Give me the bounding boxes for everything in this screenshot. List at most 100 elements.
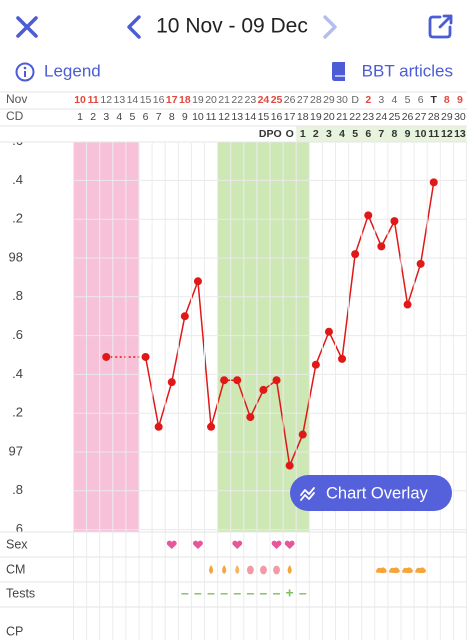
temperature-point (141, 352, 150, 361)
test-result: – (207, 585, 215, 601)
dpo-cell (361, 126, 375, 142)
cycle-day-label: 21 (336, 111, 348, 123)
cycle-day-label: 28 (428, 111, 440, 123)
dpo-label: 5 (352, 128, 358, 140)
date-label: 3 (378, 94, 384, 106)
date-label: 14 (127, 94, 139, 106)
cm-egg (246, 565, 254, 575)
cycle-day-label: 7 (156, 111, 162, 123)
sex-heart (193, 540, 203, 549)
cm-blob (415, 567, 427, 574)
date-label: T (431, 94, 438, 106)
legend-label: Legend (44, 61, 101, 80)
cycle-day-label: 4 (116, 111, 122, 123)
date-label: 4 (392, 94, 398, 106)
sex-heart (232, 540, 243, 549)
test-result: – (273, 585, 281, 601)
cycle-day-label: 24 (376, 111, 388, 123)
cycle-day-label: 29 (441, 111, 453, 123)
cycle-day-label: 16 (271, 111, 283, 123)
cycle-day-label: 26 (402, 111, 414, 123)
sex-heart (284, 540, 295, 549)
cm-drop (287, 565, 292, 574)
temperature-point (233, 376, 242, 385)
temperature-point (338, 354, 347, 363)
temperature-point (298, 430, 307, 439)
date-label: 16 (153, 94, 165, 106)
dpo-cell (453, 126, 467, 142)
dpo-label: 4 (339, 128, 345, 140)
y-tick-label: .4 (12, 172, 23, 187)
y-tick-label: .4 (12, 366, 23, 381)
dpo-cell (335, 126, 349, 142)
cycle-day-label: 10 (192, 111, 204, 123)
cycle-day-label: 8 (169, 111, 175, 123)
temperature-point (180, 312, 189, 321)
cm-blob (375, 567, 387, 574)
close-button[interactable] (16, 16, 38, 38)
dpo-label: 10 (415, 128, 427, 140)
dpo-cell (309, 126, 323, 142)
y-tick-label: 98 (9, 249, 23, 264)
dpo-row-label: DPO (259, 128, 282, 140)
dpo-label: 1 (300, 128, 306, 140)
cycle-day-label: 9 (182, 111, 188, 123)
cycle-day-label: 13 (231, 111, 243, 123)
date-label: 25 (271, 94, 283, 106)
test-result: – (220, 585, 228, 601)
dpo-cell (374, 126, 388, 142)
cycle-day-label: 1 (77, 111, 83, 123)
dpo-label: 6 (365, 128, 371, 140)
previous-button[interactable] (127, 15, 141, 39)
dpo-cell (387, 126, 401, 142)
dpo-label: 2 (313, 128, 319, 140)
cycle-day-label: 25 (389, 111, 401, 123)
sex-heart (166, 540, 177, 549)
test-result: – (181, 585, 189, 601)
articles-link[interactable]: BBT articles (332, 61, 453, 81)
cm-drop (209, 565, 214, 574)
button-background (290, 475, 452, 511)
date-label: 12 (100, 94, 112, 106)
button-icon (300, 487, 315, 496)
date-label: 10 (74, 94, 86, 106)
temperature-point (390, 217, 399, 226)
cycle-day-label: 18 (297, 111, 309, 123)
date-label: 2 (365, 94, 371, 106)
test-result: + (286, 585, 294, 601)
dpo-cell (322, 126, 336, 142)
y-tick-label: .6 (12, 133, 23, 148)
row-label: CP (6, 624, 23, 638)
cycle-day-label: 2 (90, 111, 96, 123)
date-label: 13 (114, 94, 126, 106)
chart-overlay-button[interactable]: Chart Overlay (290, 475, 452, 511)
temperature-point (246, 413, 255, 422)
cm-blob (402, 567, 414, 574)
cycle-day-label: 30 (454, 111, 466, 123)
dpo-cell (414, 126, 428, 142)
cm-egg (273, 565, 280, 575)
share-button[interactable] (428, 14, 453, 39)
y-tick-label: .8 (12, 482, 23, 497)
date-label: 9 (457, 94, 463, 106)
cycle-day-label: 11 (206, 111, 217, 123)
month-row-label: Nov (6, 92, 27, 106)
date-label: 27 (297, 94, 309, 106)
cm-drop (235, 565, 240, 574)
cycle-day-label: 3 (103, 111, 109, 123)
temperature-point (220, 376, 229, 385)
date-label: 20 (205, 94, 217, 106)
articles-label: BBT articles (362, 61, 453, 80)
sex-heart (271, 540, 282, 549)
dpo-label: 3 (326, 128, 332, 140)
legend-link[interactable]: Legend (15, 61, 101, 82)
dpo-label: 9 (405, 128, 411, 140)
cm-blob (388, 567, 400, 574)
cycle-day-label: 14 (245, 111, 257, 123)
next-button[interactable] (323, 15, 337, 39)
dpo-cell (296, 126, 310, 142)
y-tick-label: .2 (12, 405, 23, 420)
date-label: 23 (245, 94, 257, 106)
dpo-cell (440, 126, 454, 142)
